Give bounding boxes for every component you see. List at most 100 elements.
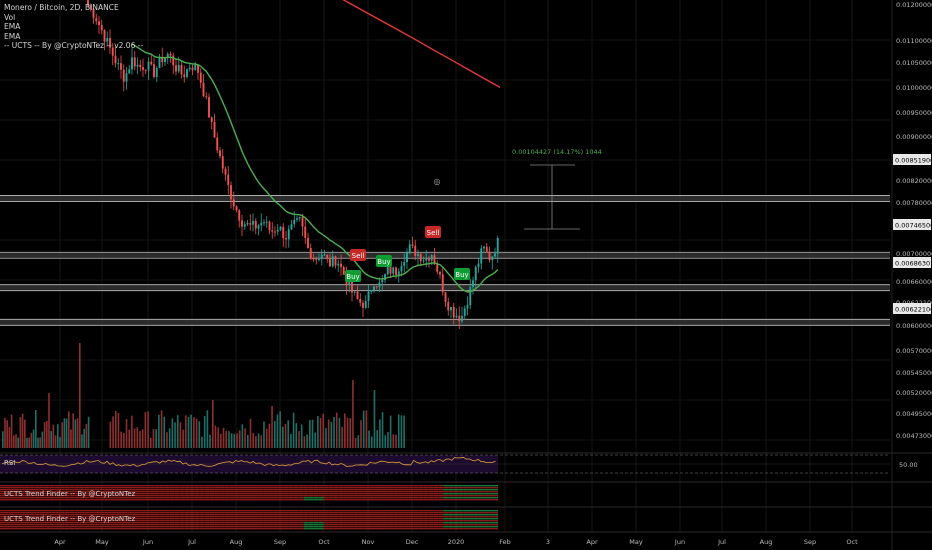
candle-body-123	[425, 257, 428, 261]
trend-cell-0	[423, 497, 429, 499]
trend-cell-1	[323, 528, 329, 530]
trend-cell-1	[328, 518, 334, 520]
trend-cell-1	[169, 528, 175, 530]
trend-cell-1	[303, 526, 309, 528]
trend-cell-0	[189, 499, 195, 501]
trend-cell-0	[229, 495, 235, 497]
trend-cell-1	[34, 510, 40, 512]
trend-cell-1	[4, 516, 10, 518]
trend-cell-0	[293, 493, 299, 495]
volume-bar-107	[290, 433, 292, 448]
ema-label-1[interactable]: EMA	[4, 22, 21, 31]
trend-cell-0	[368, 499, 374, 501]
trend-cell-0	[34, 493, 40, 495]
trend-cell-1	[14, 522, 20, 524]
trend-cell-0	[244, 489, 250, 491]
trend-cell-0	[74, 495, 80, 497]
trend-cell-1	[403, 512, 409, 514]
trend-cell-0	[383, 485, 389, 487]
trend-cell-0	[109, 485, 115, 487]
trend-cell-1	[159, 514, 165, 516]
price-axis: 0.012000000.011000000.010500000.01000000…	[891, 0, 932, 550]
trend-cell-1	[234, 520, 240, 522]
symbol-title[interactable]: Monero / Bitcoin, 2D, BINANCE	[4, 3, 119, 12]
trend-finder-label-1[interactable]: UCTS Trend Finder -- By @CryptoNTez	[4, 490, 136, 498]
trend-cell-0	[69, 495, 75, 497]
trend-cell-0	[59, 487, 65, 489]
trend-cell-0	[194, 497, 200, 499]
trend-cell-1	[443, 524, 449, 526]
trend-cell-1	[59, 514, 65, 516]
trend-cell-0	[343, 493, 349, 495]
trend-cell-1	[298, 512, 304, 514]
trend-cell-1	[338, 512, 344, 514]
volume-bar-87	[236, 433, 238, 448]
trend-cell-0	[184, 497, 190, 499]
trend-cell-1	[114, 516, 120, 518]
trend-cell-0	[49, 499, 55, 501]
candle-body-95	[348, 280, 351, 286]
trend-cell-1	[134, 514, 140, 516]
trend-cell-1	[418, 520, 424, 522]
candle-body-59	[249, 223, 252, 225]
trend-cell-1	[328, 510, 334, 512]
trend-cell-1	[268, 510, 274, 512]
candle-body-21	[144, 69, 147, 71]
trend-cell-0	[413, 493, 419, 495]
candle-body-53	[232, 199, 235, 207]
trend-cell-0	[373, 485, 379, 487]
trend-cell-1	[224, 526, 230, 528]
trend-cell-1	[84, 514, 90, 516]
trend-cell-0	[278, 487, 284, 489]
trend-cell-0	[338, 495, 344, 497]
trend-cell-0	[383, 495, 389, 497]
measure-tool[interactable]: 0.00104427 (14.17%) 1044◎	[434, 148, 602, 230]
trend-cell-0	[159, 485, 165, 487]
trend-cell-1	[383, 528, 389, 530]
trend-finder-label-2[interactable]: UCTS Trend Finder -- By @CryptoNTez	[4, 515, 136, 523]
trend-cell-1	[239, 514, 245, 516]
signal-sell-label-0: Sell	[352, 252, 365, 260]
trend-cell-1	[39, 520, 45, 522]
trend-cell-1	[39, 526, 45, 528]
ema-label-2[interactable]: EMA	[4, 31, 21, 41]
trend-cell-1	[298, 518, 304, 520]
trend-cell-1	[184, 518, 190, 520]
trend-cell-1	[378, 524, 384, 526]
trend-cell-1	[74, 520, 80, 522]
trend-cell-1	[164, 516, 170, 518]
signal-sell-box-3	[425, 226, 441, 238]
trend-cell-0	[54, 487, 60, 489]
trend-cell-0	[204, 495, 210, 497]
trend-cell-0	[428, 493, 434, 495]
trend-cell-1	[378, 528, 384, 530]
trend-cell-0	[398, 499, 404, 501]
trend-cell-1	[19, 514, 25, 516]
trend-cell-1	[433, 514, 439, 516]
trend-cell-1	[74, 528, 80, 530]
trend-cell-0	[49, 491, 55, 493]
trend-cell-1	[44, 512, 50, 514]
trend-cell-1	[258, 526, 264, 528]
trend-cell-0	[263, 497, 269, 499]
trend-cell-1	[323, 520, 329, 522]
trend-cell-0	[453, 487, 459, 489]
trend-cell-1	[278, 518, 284, 520]
candle-body-124	[428, 257, 430, 261]
trend-cell-1	[303, 518, 309, 520]
trend-cell-0	[24, 485, 30, 487]
trend-cell-0	[463, 489, 469, 491]
volume-bar-26	[59, 437, 61, 448]
rsi-label[interactable]: RSI	[4, 459, 16, 467]
ucts-label[interactable]: -- UCTS -- By @CryptoNTez -- v2.06 --	[4, 41, 144, 50]
volume-bar-63	[171, 418, 174, 448]
trend-cell-0	[273, 499, 279, 501]
trend-cell-1	[0, 520, 5, 522]
vol-label[interactable]: Vol	[4, 12, 16, 22]
trend-cell-1	[189, 510, 195, 512]
trend-cell-0	[358, 493, 364, 495]
trend-cell-0	[473, 493, 479, 495]
candle-body-7	[106, 38, 109, 42]
